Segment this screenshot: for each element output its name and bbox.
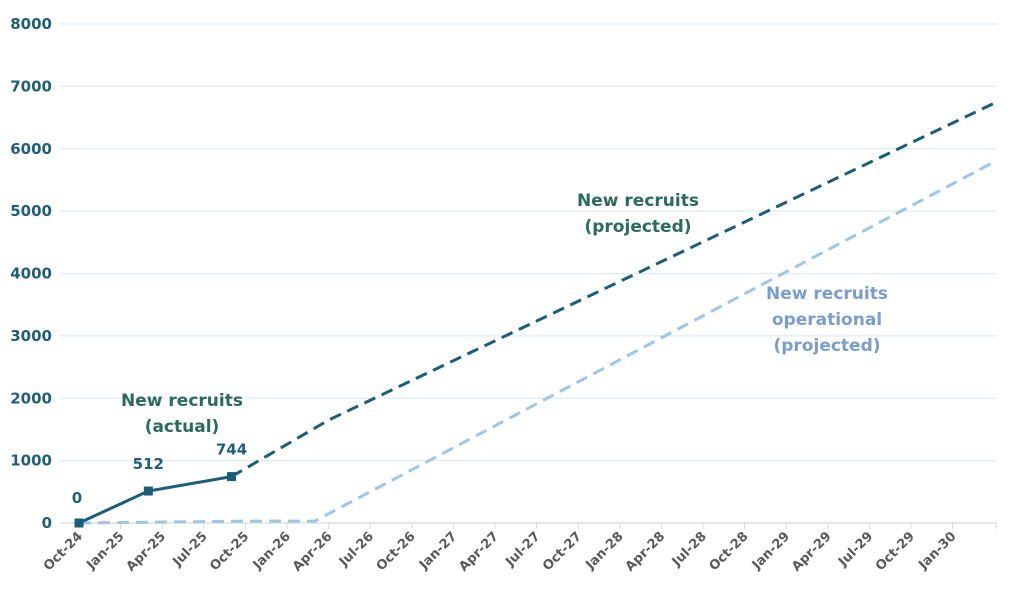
series-label: (projected) [773, 336, 880, 356]
x-tick-label: Apr-29 [789, 529, 834, 574]
y-tick-label: 1000 [10, 452, 52, 470]
series-label: (actual) [145, 417, 220, 437]
y-tick-label: 8000 [10, 15, 52, 33]
y-tick-label: 2000 [10, 389, 52, 407]
data-point-marker [74, 518, 84, 528]
series-label: New recruits [121, 391, 243, 411]
y-tick-label: 7000 [10, 77, 52, 95]
series-lines [74, 101, 995, 528]
series-labels: 0 512 744 New recruits (actual) New recruits (… [72, 191, 888, 507]
x-tick-label: Apr-26 [290, 529, 335, 574]
x-tick-label: Jan-26 [250, 529, 294, 573]
x-tick-label: Oct-24 [41, 529, 86, 574]
x-tick-label: Jul-29 [835, 529, 876, 570]
data-label: 0 [72, 489, 82, 507]
x-tick-label: Oct-25 [207, 529, 252, 574]
y-tick-label: 6000 [10, 140, 52, 158]
x-tick-label: Oct-29 [873, 529, 918, 574]
series-label: operational [772, 310, 882, 330]
x-tick-label: Oct-26 [374, 529, 419, 574]
data-label: 512 [133, 455, 164, 473]
y-tick-label: 3000 [10, 327, 52, 345]
x-tick-label: Jul-27 [502, 529, 543, 570]
series-line [78, 160, 995, 525]
data-point-marker [227, 472, 237, 482]
series-line [78, 475, 232, 525]
x-tick-label: Apr-25 [124, 529, 169, 574]
series-label: New recruits [577, 191, 699, 211]
x-tick-label: Jul-26 [336, 529, 377, 570]
x-tick-label: Oct-28 [707, 529, 752, 574]
y-tick-label: 5000 [10, 202, 52, 220]
x-tick-label: Jan-27 [416, 529, 460, 573]
x-tick-label: Apr-28 [623, 529, 668, 574]
data-label: 744 [216, 441, 247, 459]
x-tick-label: Jan-29 [749, 529, 793, 573]
y-tick-label: 0 [42, 514, 52, 532]
x-tick-label: Jul-25 [170, 529, 211, 570]
data-point-marker [143, 486, 153, 496]
x-tick-label: Jan-28 [583, 529, 627, 573]
y-axis: 0 1000 2000 3000 4000 5000 6000 7000 8000 [10, 15, 52, 532]
x-tick-label: Apr-27 [456, 529, 501, 574]
series-label: (projected) [584, 217, 691, 237]
gridlines [60, 23, 997, 524]
series-label: New recruits [766, 284, 888, 304]
x-tick-label: Oct-27 [540, 529, 585, 574]
x-tick-label: Jan-30 [915, 529, 959, 573]
y-tick-label: 4000 [10, 265, 52, 283]
x-tick-label: Jan-25 [83, 529, 127, 573]
x-tick-label: Jul-28 [669, 529, 710, 570]
